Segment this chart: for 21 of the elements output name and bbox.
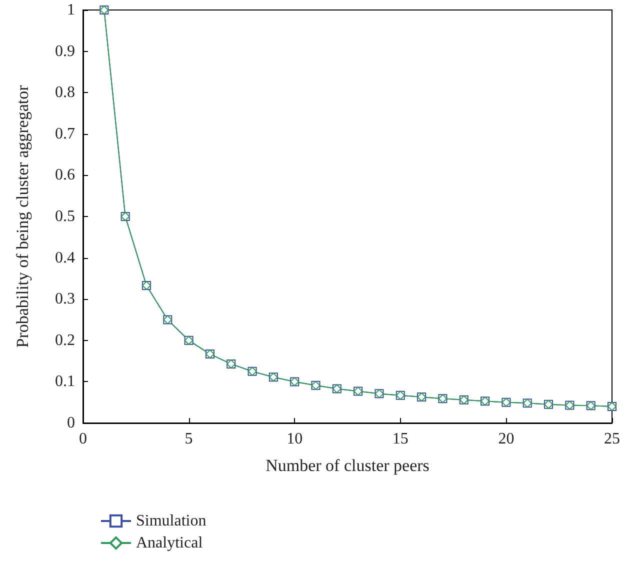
x-tick-label: 0: [79, 430, 87, 448]
x-tick-label: 15: [392, 430, 408, 448]
y-tick-label: 1: [67, 2, 75, 18]
y-tick-label: 0.8: [55, 84, 75, 102]
y-tick-label: 0.4: [55, 249, 75, 266]
x-tick-label: 25: [604, 430, 620, 448]
legend-label: Analytical: [136, 534, 204, 552]
y-tick-label: 0.2: [55, 332, 75, 349]
y-axis-title: Probability of being cluster aggregator: [13, 84, 32, 348]
x-tick-label: 10: [286, 430, 303, 448]
y-tick-label: 0.1: [55, 373, 75, 390]
y-tick-label: 0: [67, 414, 75, 432]
y-tick-label: 0.7: [55, 125, 75, 142]
y-tick-label: 0.5: [55, 208, 75, 225]
x-tick-label: 5: [184, 430, 193, 448]
y-tick-label: 0.9: [55, 42, 75, 60]
x-axis-title: Number of cluster peers: [266, 456, 430, 475]
x-tick-label: 20: [498, 430, 514, 448]
y-tick-label: 0.6: [55, 166, 75, 184]
y-tick-label: 0.3: [55, 290, 75, 308]
legend-label: Simulation: [136, 512, 206, 530]
